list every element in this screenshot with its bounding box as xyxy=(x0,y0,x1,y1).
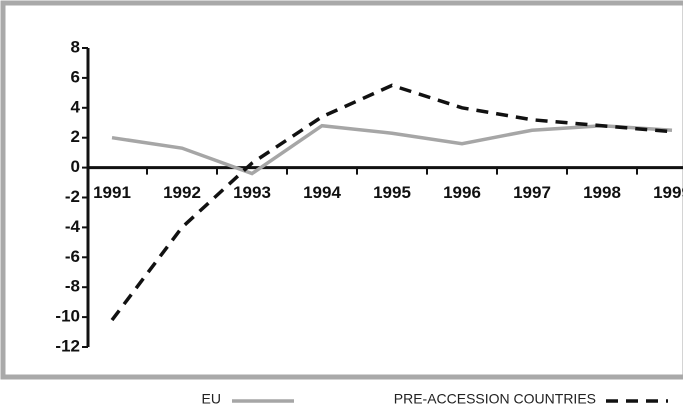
x-tick-label: 1993 xyxy=(233,183,271,202)
y-tick-label: 6 xyxy=(71,67,80,86)
series-line xyxy=(111,123,673,176)
y-tick-label: -8 xyxy=(65,277,80,296)
y-tick-label: -12 xyxy=(55,336,80,355)
series-line xyxy=(110,83,673,322)
x-tick-label: 1994 xyxy=(303,183,341,202)
y-tick-label: 4 xyxy=(71,97,81,116)
x-tick-label: 1996 xyxy=(443,183,481,202)
y-tick-label: 0 xyxy=(71,157,80,176)
y-tick-label: 2 xyxy=(71,127,80,146)
x-tick-label: 1995 xyxy=(373,183,411,202)
x-tick-label: 1999 xyxy=(653,183,683,202)
y-tick-label: -4 xyxy=(65,217,81,236)
y-tick-label: 8 xyxy=(71,37,80,56)
x-tick-label: 1991 xyxy=(93,183,131,202)
x-tick-label: 1998 xyxy=(583,183,621,202)
y-tick-label: -2 xyxy=(65,187,80,206)
x-tick-label: 1992 xyxy=(163,183,201,202)
x-tick-label: 1997 xyxy=(513,183,551,202)
legend-label: PRE-ACCESSION COUNTRIES xyxy=(394,391,596,407)
legend-label: EU xyxy=(202,391,221,407)
y-tick-label: -6 xyxy=(65,247,80,266)
y-tick-label: -10 xyxy=(55,307,80,326)
